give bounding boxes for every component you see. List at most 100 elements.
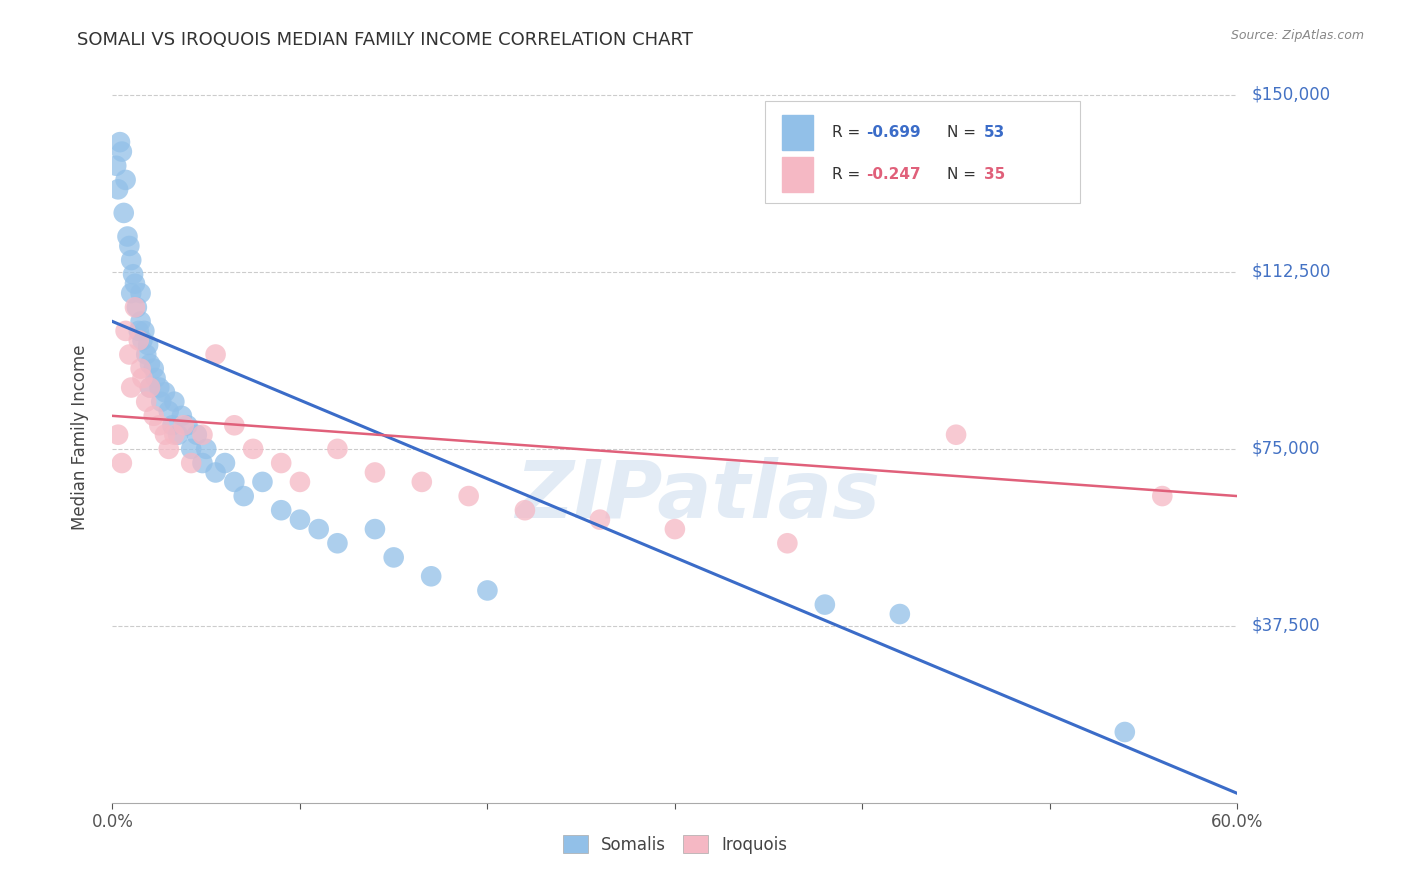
Point <box>170 409 193 423</box>
Point <box>108 135 131 149</box>
Point <box>288 475 311 489</box>
Point <box>139 357 162 371</box>
Point <box>128 324 150 338</box>
Point <box>889 607 911 621</box>
Point <box>120 253 142 268</box>
Point <box>117 229 139 244</box>
Point <box>139 380 162 394</box>
Point <box>776 536 799 550</box>
Point <box>326 442 349 456</box>
Point <box>129 361 152 376</box>
Point <box>814 598 837 612</box>
Point <box>252 475 274 489</box>
Point <box>135 347 157 361</box>
Point <box>157 442 180 456</box>
Point <box>191 456 214 470</box>
Point <box>162 418 184 433</box>
Point <box>142 409 165 423</box>
Point <box>186 427 208 442</box>
Point <box>134 324 156 338</box>
Text: 53: 53 <box>984 125 1005 140</box>
Point <box>270 456 292 470</box>
Point <box>157 404 180 418</box>
Point <box>163 427 186 442</box>
Point <box>477 583 499 598</box>
Point <box>120 286 142 301</box>
Point <box>129 286 152 301</box>
Point <box>173 418 195 433</box>
Point <box>1152 489 1174 503</box>
Point <box>139 380 162 394</box>
Point <box>191 427 214 442</box>
Point <box>204 347 226 361</box>
Point <box>1114 725 1136 739</box>
Text: -0.247: -0.247 <box>866 167 921 182</box>
Text: N =: N = <box>948 125 981 140</box>
Point <box>111 145 134 159</box>
Point <box>145 371 167 385</box>
Point <box>105 159 128 173</box>
Point <box>118 347 141 361</box>
Point <box>118 239 141 253</box>
Point <box>457 489 479 503</box>
Text: N =: N = <box>948 167 981 182</box>
Point <box>224 418 246 433</box>
FancyBboxPatch shape <box>765 101 1080 203</box>
FancyBboxPatch shape <box>782 157 813 192</box>
Point <box>364 466 387 480</box>
Point <box>111 456 134 470</box>
Point <box>945 427 967 442</box>
Text: SOMALI VS IROQUOIS MEDIAN FAMILY INCOME CORRELATION CHART: SOMALI VS IROQUOIS MEDIAN FAMILY INCOME … <box>77 31 693 49</box>
Point <box>153 427 176 442</box>
Point <box>114 324 136 338</box>
Point <box>136 338 159 352</box>
Point <box>122 267 145 281</box>
Point <box>107 427 129 442</box>
Point <box>242 442 264 456</box>
Text: R =: R = <box>832 125 866 140</box>
Point <box>176 418 198 433</box>
Point <box>131 371 153 385</box>
Point <box>131 334 153 348</box>
Point <box>142 361 165 376</box>
Point <box>163 394 186 409</box>
Point <box>167 427 190 442</box>
Text: 35: 35 <box>984 167 1005 182</box>
Point <box>114 173 136 187</box>
Point <box>224 475 246 489</box>
Point <box>308 522 330 536</box>
Point <box>513 503 536 517</box>
Point <box>411 475 433 489</box>
Text: $150,000: $150,000 <box>1251 86 1330 104</box>
Point <box>214 456 236 470</box>
Point <box>124 277 146 291</box>
Point <box>664 522 686 536</box>
Point <box>148 418 170 433</box>
Point <box>288 513 311 527</box>
Point <box>112 206 135 220</box>
Point <box>125 301 148 315</box>
Text: -0.699: -0.699 <box>866 125 921 140</box>
Point <box>120 380 142 394</box>
Point <box>270 503 292 517</box>
Text: R =: R = <box>832 167 866 182</box>
Point <box>148 380 170 394</box>
Point <box>364 522 387 536</box>
Point <box>124 301 146 315</box>
Text: $37,500: $37,500 <box>1251 617 1320 635</box>
Point <box>180 456 202 470</box>
Point <box>128 334 150 348</box>
Text: Source: ZipAtlas.com: Source: ZipAtlas.com <box>1230 29 1364 42</box>
Point <box>180 442 202 456</box>
Legend: Somalis, Iroquois: Somalis, Iroquois <box>555 829 794 860</box>
Text: ZIPatlas: ZIPatlas <box>515 457 880 534</box>
Point <box>150 394 173 409</box>
Point <box>232 489 254 503</box>
FancyBboxPatch shape <box>782 115 813 151</box>
Text: $75,000: $75,000 <box>1251 440 1320 458</box>
Point <box>129 314 152 328</box>
Point <box>135 394 157 409</box>
Point <box>107 182 129 196</box>
Point <box>153 385 176 400</box>
Point <box>420 569 443 583</box>
